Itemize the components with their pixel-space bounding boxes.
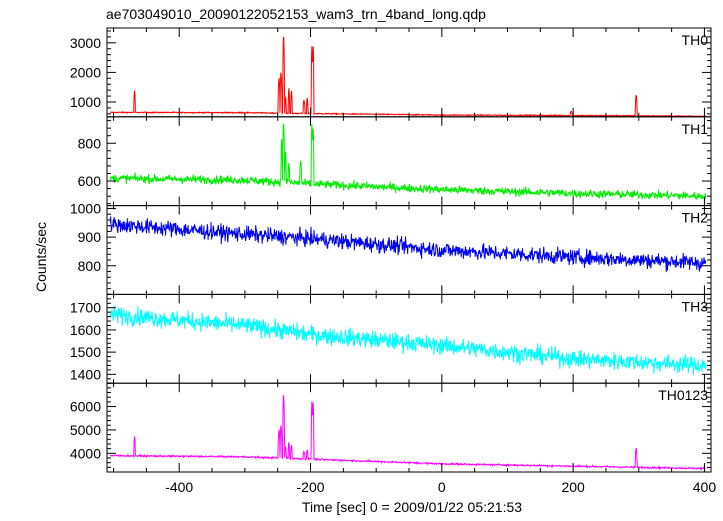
- x-tick-label: 200: [561, 479, 585, 495]
- y-tick-label: 4000: [70, 445, 101, 461]
- series-line-th3: [109, 305, 707, 376]
- y-tick-label: 900: [78, 229, 102, 245]
- y-tick-label: 1500: [70, 344, 101, 360]
- panel-label-th0: TH0: [682, 32, 709, 48]
- panel-frame: [106, 382, 712, 473]
- series-line-th0123: [109, 395, 706, 471]
- y-axis-title: Counts/sec: [33, 222, 49, 292]
- y-tick-label: 800: [78, 135, 102, 151]
- series-line-th0: [110, 36, 707, 117]
- panel-th3: 1400 1500 1600 1700 TH3: [70, 293, 712, 384]
- chart-title: ae703049010_20090122052153_wam3_trn_4ban…: [106, 6, 486, 22]
- y-tick-label: 600: [78, 173, 102, 189]
- x-tick-label: 0: [438, 479, 446, 495]
- y-tick-label: 1700: [70, 300, 101, 316]
- x-tick-label: -400: [165, 479, 193, 495]
- y-tick-label: 800: [78, 258, 102, 274]
- panel-label-th1: TH1: [682, 121, 709, 137]
- y-tick-label: 1400: [70, 366, 101, 382]
- x-tick-label: 400: [693, 479, 717, 495]
- panel-th0: 1000 2000 3000 TH0: [70, 27, 712, 118]
- y-tick-label: 2000: [70, 64, 101, 80]
- y-tick-label: 6000: [70, 399, 101, 415]
- x-axis-title: Time [sec] 0 = 2009/01/22 05:21:53: [302, 499, 522, 515]
- panel-label-th0123: TH0123: [658, 387, 708, 403]
- y-tick-label: 1000: [70, 94, 101, 110]
- panel-label-th3: TH3: [682, 298, 709, 314]
- y-tick-label: 1600: [70, 322, 101, 338]
- panel-frame: [106, 205, 712, 295]
- y-tick-label: 1000: [70, 200, 101, 216]
- series-line-th1: [109, 123, 707, 201]
- y-tick-label: 3000: [70, 35, 101, 51]
- panel-frame: [106, 27, 712, 118]
- panel-th2: 800 900 1000 TH2: [70, 200, 712, 295]
- panel-label-th2: TH2: [682, 210, 709, 226]
- y-tick-label: 5000: [70, 422, 101, 438]
- x-tick-label: -200: [297, 479, 325, 495]
- panel-th1: 600 800 TH1: [78, 116, 712, 207]
- series-line-th2: [109, 216, 707, 273]
- panel-th0123: 4000 5000 6000 TH0123: [70, 382, 712, 473]
- panel-frame: [106, 116, 712, 207]
